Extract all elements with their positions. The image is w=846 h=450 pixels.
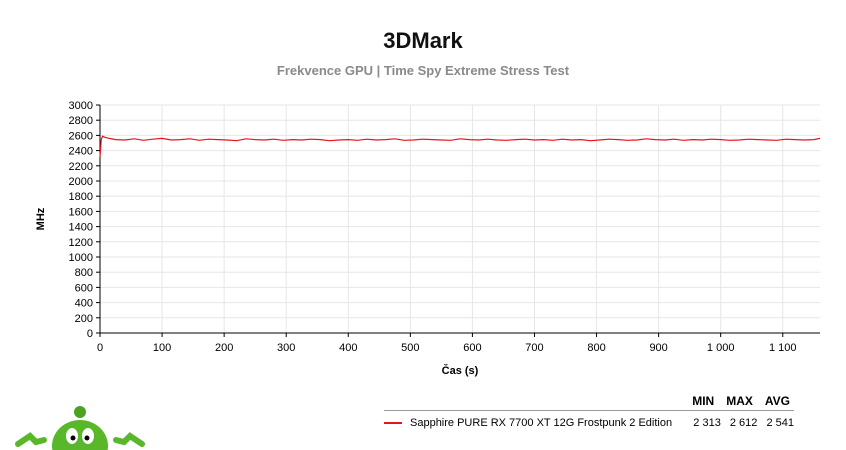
legend-entry-name: Sapphire PURE RX 7700 XT 12G Frostpunk 2…: [410, 417, 673, 429]
legend-min-value: 2 313: [693, 417, 721, 429]
x-tick-label: 100: [153, 342, 171, 354]
x-tick-label: 700: [525, 342, 543, 354]
y-tick-label: 400: [75, 298, 93, 310]
y-tick-label: 2800: [69, 115, 93, 127]
y-tick-label: 800: [75, 267, 93, 279]
x-tick-label: 1 000: [707, 342, 735, 354]
x-tick-label: 900: [649, 342, 667, 354]
y-axis-label: MHz: [35, 207, 47, 230]
y-tick-label: 2000: [69, 176, 93, 188]
legend-max-value: 2 612: [729, 417, 758, 429]
chart-title: 3DMark: [383, 28, 463, 53]
x-tick-label: 200: [215, 342, 233, 354]
x-tick-label: 800: [587, 342, 605, 354]
y-tick-label: 0: [87, 328, 93, 340]
y-tick-label: 600: [75, 282, 93, 294]
y-tick-label: 2400: [69, 146, 93, 158]
x-tick-label: 600: [463, 342, 481, 354]
x-tick-label: 300: [277, 342, 295, 354]
legend-entry: Sapphire PURE RX 7700 XT 12G Frostpunk 2…: [384, 417, 794, 429]
y-tick-label: 200: [75, 313, 93, 325]
x-tick-label: 500: [401, 342, 419, 354]
y-tick-label: 1600: [69, 206, 93, 218]
y-tick-label: 2600: [69, 130, 93, 142]
legend-max-header: MAX: [726, 394, 753, 408]
legend: MIN MAX AVG Sapphire PURE RX 7700 XT 12G…: [384, 394, 794, 429]
legend-values: 2 313 2 612 2 541: [687, 417, 794, 429]
legend-avg-value: 2 541: [766, 417, 794, 429]
legend-header: MIN MAX AVG: [384, 394, 794, 411]
y-tick-label: 1000: [69, 252, 93, 264]
legend-swatch: [384, 422, 402, 424]
y-tick-label: 1800: [69, 191, 93, 203]
chart-subtitle: Frekvence GPU | Time Spy Extreme Stress …: [276, 63, 570, 78]
x-tick-label: 0: [97, 342, 103, 354]
legend-avg-header: AVG: [764, 394, 790, 408]
x-tick-label: 1 100: [769, 342, 797, 354]
y-tick-label: 1400: [69, 222, 93, 234]
series-line: [99, 135, 821, 158]
legend-min-header: MIN: [692, 394, 715, 408]
green-alien-mascot-icon: [15, 406, 145, 450]
x-axis-label: Čas (s): [442, 364, 479, 377]
y-tick-label: 3000: [69, 100, 93, 112]
x-tick-label: 400: [339, 342, 357, 354]
y-tick-label: 2200: [69, 161, 93, 173]
y-tick-label: 1200: [69, 237, 93, 249]
